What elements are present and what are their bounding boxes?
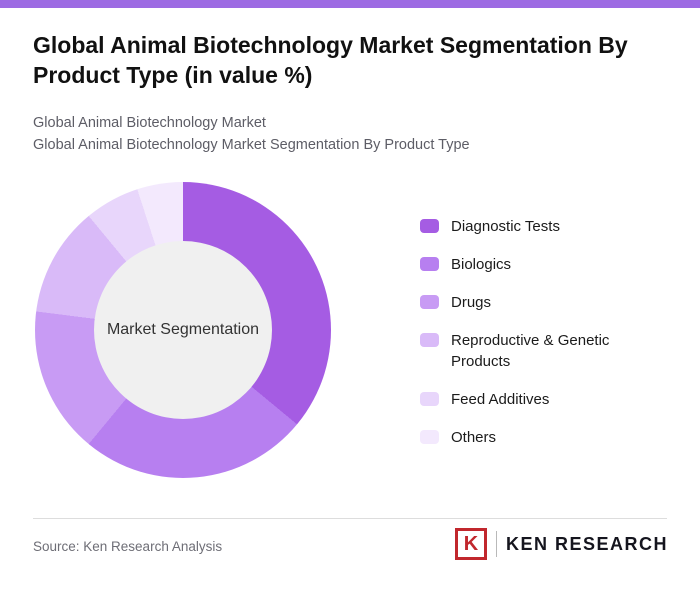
legend-swatch — [420, 333, 439, 347]
legend-swatch — [420, 430, 439, 444]
legend-item: Others — [420, 427, 636, 448]
donut-chart: Market Segmentation — [35, 182, 331, 478]
source-text: Source: Ken Research Analysis — [33, 539, 223, 554]
legend-label: Reproductive & Genetic Products — [451, 332, 610, 370]
legend-item: Drugs — [420, 292, 636, 313]
legend-label: Feed Additives — [451, 391, 550, 408]
legend-swatch — [420, 257, 439, 271]
ken-research-logo: K KEN RESEARCH — [454, 528, 668, 560]
logo-separator — [495, 531, 497, 557]
subtitle-block: Global Animal Biotechnology Market Globa… — [33, 113, 470, 156]
legend-item: Feed Additives — [420, 389, 636, 410]
legend-label: Diagnostic Tests — [451, 218, 560, 235]
legend-item: Biologics — [420, 254, 636, 275]
legend-swatch — [420, 295, 439, 309]
footer-divider — [33, 518, 667, 519]
legend-label: Drugs — [451, 294, 492, 311]
legend-item: Reproductive & Genetic Products — [420, 330, 636, 372]
legend: Diagnostic Tests Biologics Drugs Reproducti… — [420, 216, 636, 465]
subtitle-line-2: Global Animal Biotechnology Market Segme… — [33, 136, 470, 153]
subtitle-line-1: Global Animal Biotechnology Market — [33, 115, 266, 131]
page-title: Global Animal Biotechnology Market Segme… — [33, 32, 628, 89]
legend-item: Diagnostic Tests — [420, 216, 636, 237]
top-accent-bar — [0, 0, 700, 8]
legend-label: Others — [451, 429, 497, 446]
donut-center-label: Market Segmentation — [106, 321, 260, 338]
legend-swatch — [420, 219, 439, 233]
legend-swatch — [420, 392, 439, 406]
logo-k-icon: K — [454, 528, 487, 560]
legend-label: Biologics — [451, 256, 512, 273]
donut-center: Market Segmentation — [94, 241, 272, 419]
logo-text: KEN RESEARCH — [505, 533, 668, 554]
